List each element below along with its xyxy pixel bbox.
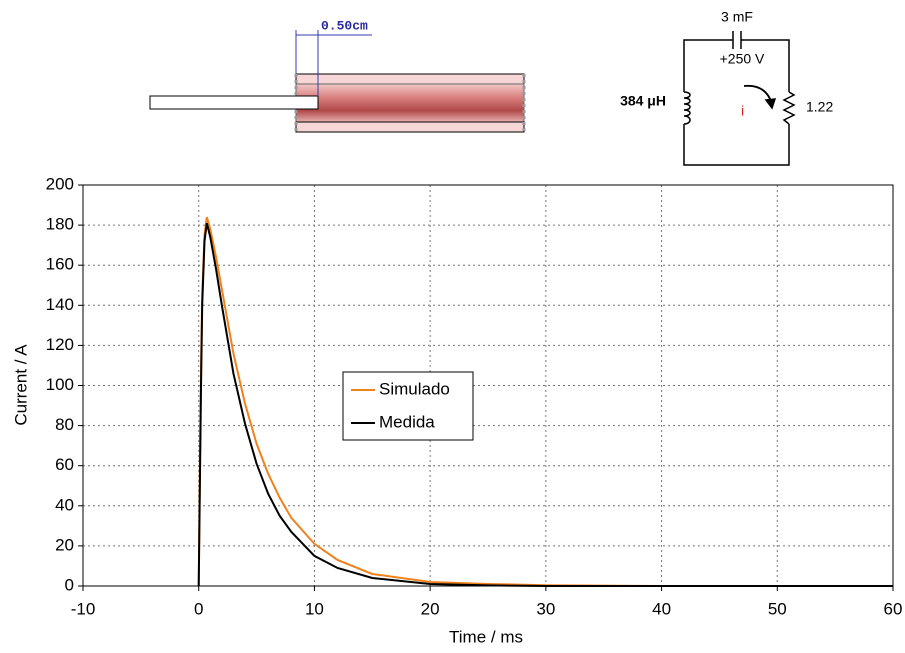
x-tick-label: 30 (536, 599, 555, 618)
y-tick-label: 80 (55, 415, 74, 434)
dimension-label: 0.50cm (321, 18, 368, 33)
y-tick-label: 200 (46, 174, 74, 193)
inductance-label: 384 μH (620, 93, 666, 109)
series-line (197, 222, 893, 587)
x-tick-label: 10 (305, 599, 324, 618)
y-tick-label: 20 (55, 535, 74, 554)
x-tick-label: 50 (768, 599, 787, 618)
x-tick-label: 0 (194, 599, 203, 618)
y-tick-label: 60 (55, 455, 74, 474)
legend-box (342, 371, 474, 441)
x-tick-label: -10 (71, 599, 96, 618)
y-tick-label: 180 (46, 215, 74, 234)
legend: Simulado Medida (342, 371, 474, 441)
legend-label: Medida (379, 412, 435, 431)
x-axis-label: Time / ms (449, 627, 523, 646)
resistance-label: 1.22 (806, 99, 833, 115)
legend-label: Simulado (379, 379, 450, 398)
circuit-diagram: 3 mF +250 V 384 μH i 1.22 (620, 9, 833, 166)
y-tick-label: 40 (55, 495, 74, 514)
y-tick-label: 140 (46, 295, 74, 314)
x-tick-label: 40 (652, 599, 671, 618)
y-tick-label: 120 (46, 335, 74, 354)
y-axis-label: Current / A (11, 344, 30, 426)
coil-diagram: 0.50cm (149, 18, 526, 133)
x-tick-label: 60 (884, 599, 903, 618)
voltage-label: +250 V (720, 51, 765, 67)
y-tick-label: 100 (46, 375, 74, 394)
x-tick-label: 20 (421, 599, 440, 618)
y-tick-label: 0 (65, 575, 74, 594)
capacitance-label: 3 mF (721, 9, 753, 25)
y-tick-label: 160 (46, 255, 74, 274)
current-label: i (741, 103, 744, 119)
